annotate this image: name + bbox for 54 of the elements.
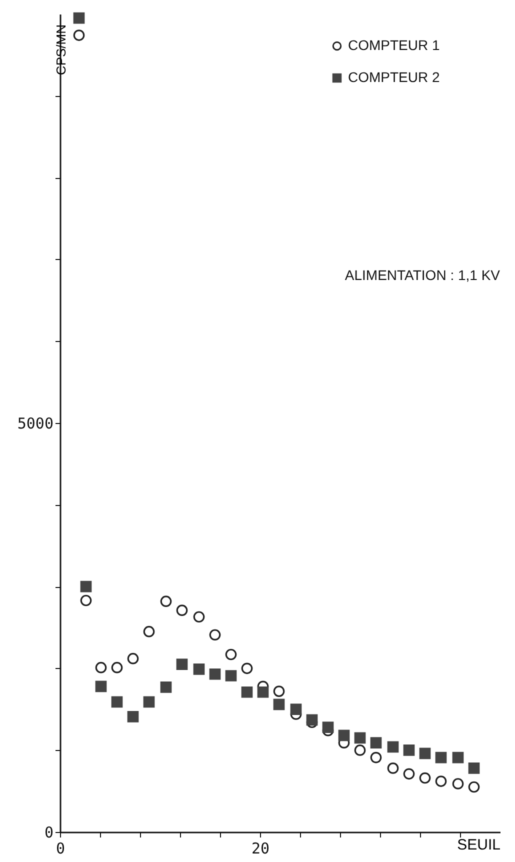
point xyxy=(387,762,399,774)
point xyxy=(241,686,253,698)
point xyxy=(273,698,285,710)
point xyxy=(143,626,155,638)
annotation: ALIMENTATION : 1,1 KV xyxy=(344,267,501,283)
point xyxy=(435,776,447,787)
point xyxy=(370,737,382,749)
point xyxy=(111,662,123,674)
point xyxy=(127,710,139,722)
legend-label: COMPTEUR 2 xyxy=(348,69,440,85)
y-axis-title: CPS/MN xyxy=(54,24,68,76)
point xyxy=(435,752,447,764)
point xyxy=(338,730,350,742)
point xyxy=(73,30,85,41)
point xyxy=(273,686,285,697)
point xyxy=(225,670,237,682)
point xyxy=(160,682,172,693)
point xyxy=(452,752,464,764)
point xyxy=(225,648,237,660)
point xyxy=(354,744,366,756)
y-tick-label: 5000 xyxy=(17,414,54,432)
point xyxy=(387,741,399,753)
point xyxy=(160,596,172,607)
point xyxy=(95,680,107,692)
point xyxy=(176,658,188,670)
point xyxy=(322,722,334,733)
point xyxy=(403,768,415,780)
point xyxy=(80,580,92,592)
point xyxy=(290,704,302,715)
point xyxy=(193,611,205,623)
point xyxy=(468,781,480,793)
point xyxy=(143,696,155,708)
point xyxy=(419,772,431,784)
point xyxy=(306,714,318,726)
legend-label: COMPTEUR 1 xyxy=(348,37,440,53)
point xyxy=(452,778,464,790)
point xyxy=(95,662,107,674)
x-axis-title: SEUIL xyxy=(457,836,500,854)
point xyxy=(193,664,205,675)
point xyxy=(209,629,221,641)
point xyxy=(257,686,269,698)
point xyxy=(370,752,382,764)
point xyxy=(354,732,366,744)
point xyxy=(209,668,221,680)
x-tick-label: 20 xyxy=(251,840,270,858)
point xyxy=(468,762,480,774)
point xyxy=(80,594,92,606)
point xyxy=(111,696,123,708)
point xyxy=(419,748,431,760)
point xyxy=(176,604,188,616)
point xyxy=(127,652,139,664)
point xyxy=(403,744,415,756)
point xyxy=(241,662,253,674)
point xyxy=(73,12,85,24)
